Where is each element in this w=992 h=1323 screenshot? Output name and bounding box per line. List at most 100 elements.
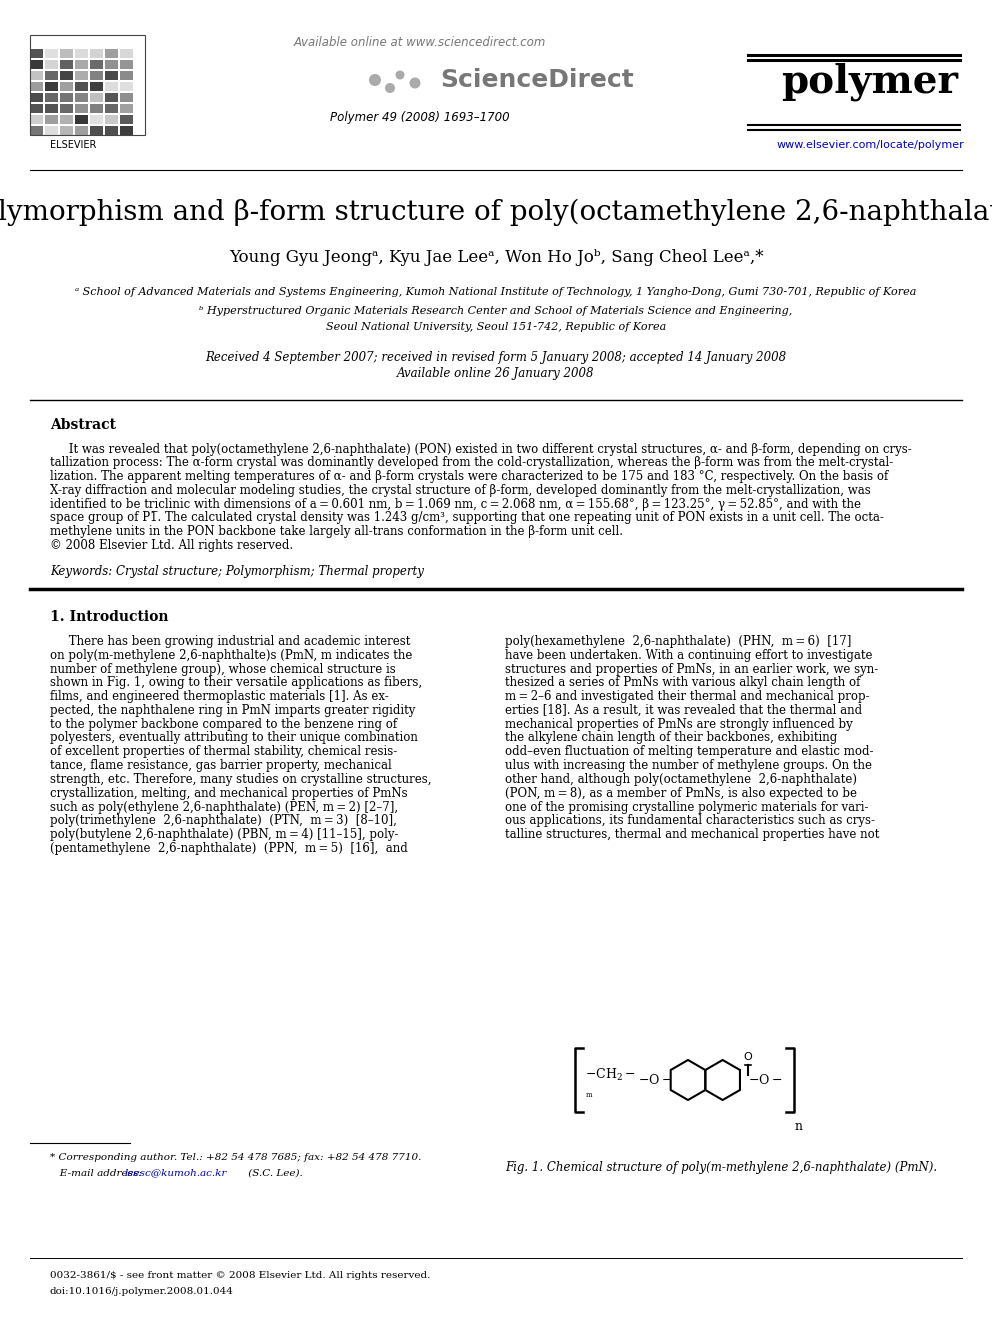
Text: strength, etc. Therefore, many studies on crystalline structures,: strength, etc. Therefore, many studies o… <box>50 773 432 786</box>
Text: such as poly(ethylene 2,6-naphthalate) (PEN, m = 2) [2–7],: such as poly(ethylene 2,6-naphthalate) (… <box>50 800 398 814</box>
Bar <box>30 115 43 124</box>
Text: There has been growing industrial and academic interest: There has been growing industrial and ac… <box>50 635 411 648</box>
Bar <box>120 105 133 112</box>
Circle shape <box>385 83 395 93</box>
Text: shown in Fig. 1, owing to their versatile applications as fibers,: shown in Fig. 1, owing to their versatil… <box>50 676 423 689</box>
Text: * Corresponding author. Tel.: +82 54 478 7685; fax: +82 54 478 7710.: * Corresponding author. Tel.: +82 54 478… <box>50 1154 422 1163</box>
Bar <box>45 71 58 79</box>
Text: Available online 26 January 2008: Available online 26 January 2008 <box>397 368 595 381</box>
Bar <box>105 71 118 79</box>
Text: doi:10.1016/j.polymer.2008.01.044: doi:10.1016/j.polymer.2008.01.044 <box>50 1287 234 1297</box>
Bar <box>45 105 58 112</box>
Bar <box>120 93 133 102</box>
Circle shape <box>396 70 405 79</box>
Text: Polymer 49 (2008) 1693–1700: Polymer 49 (2008) 1693–1700 <box>330 111 510 124</box>
Text: leesc@kumoh.ac.kr: leesc@kumoh.ac.kr <box>125 1168 227 1177</box>
Bar <box>60 82 73 91</box>
Text: the alkylene chain length of their backbones, exhibiting: the alkylene chain length of their backb… <box>505 732 837 745</box>
Bar <box>45 93 58 102</box>
Text: O: O <box>744 1052 752 1062</box>
Bar <box>30 82 43 91</box>
Text: to the polymer backbone compared to the benzene ring of: to the polymer backbone compared to the … <box>50 717 397 730</box>
Text: polyesters, eventually attributing to their unique combination: polyesters, eventually attributing to th… <box>50 732 418 745</box>
Text: ᵇ Hyperstructured Organic Materials Research Center and School of Materials Scie: ᵇ Hyperstructured Organic Materials Rese… <box>199 306 793 316</box>
Bar <box>45 49 58 58</box>
Bar <box>105 49 118 58</box>
Bar <box>105 60 118 69</box>
Bar <box>45 115 58 124</box>
Text: methylene units in the PON backbone take largely all-trans conformation in the β: methylene units in the PON backbone take… <box>50 525 623 538</box>
Bar <box>30 126 43 135</box>
Bar <box>60 49 73 58</box>
Text: ScienceDirect: ScienceDirect <box>440 67 634 93</box>
Text: of excellent properties of thermal stability, chemical resis-: of excellent properties of thermal stabi… <box>50 745 397 758</box>
Bar <box>75 60 88 69</box>
Bar <box>60 93 73 102</box>
Bar <box>120 60 133 69</box>
Text: tallization process: The α-form crystal was dominantly developed from the cold-c: tallization process: The α-form crystal … <box>50 456 893 470</box>
Bar <box>75 82 88 91</box>
Bar <box>105 115 118 124</box>
Bar <box>120 115 133 124</box>
Bar <box>45 60 58 69</box>
Bar <box>60 126 73 135</box>
Text: one of the promising crystalline polymeric materials for vari-: one of the promising crystalline polymer… <box>505 800 869 814</box>
Text: tance, flame resistance, gas barrier property, mechanical: tance, flame resistance, gas barrier pro… <box>50 759 392 773</box>
Text: films, and engineered thermoplastic materials [1]. As ex-: films, and engineered thermoplastic mate… <box>50 691 389 703</box>
Text: poly(butylene 2,6-naphthalate) (PBN, m = 4) [11–15], poly-: poly(butylene 2,6-naphthalate) (PBN, m =… <box>50 828 399 841</box>
Circle shape <box>410 78 421 89</box>
Text: Fig. 1. Chemical structure of poly(m-methylene 2,6-naphthalate) (PmN).: Fig. 1. Chemical structure of poly(m-met… <box>505 1162 937 1175</box>
Bar <box>90 93 103 102</box>
Bar <box>90 82 103 91</box>
Text: poly(hexamethylene  2,6-naphthalate)  (PHN,  m = 6)  [17]: poly(hexamethylene 2,6-naphthalate) (PHN… <box>505 635 851 648</box>
Text: (S.C. Lee).: (S.C. Lee). <box>245 1168 303 1177</box>
Bar <box>90 60 103 69</box>
Bar <box>105 93 118 102</box>
Bar <box>75 126 88 135</box>
Text: erties [18]. As a result, it was revealed that the thermal and: erties [18]. As a result, it was reveale… <box>505 704 862 717</box>
Text: © 2008 Elsevier Ltd. All rights reserved.: © 2008 Elsevier Ltd. All rights reserved… <box>50 538 293 552</box>
Text: mechanical properties of PmNs are strongly influenced by: mechanical properties of PmNs are strong… <box>505 717 853 730</box>
Text: (PON, m = 8), as a member of PmNs, is also expected to be: (PON, m = 8), as a member of PmNs, is al… <box>505 787 857 799</box>
Text: space group of P1̅. The calculated crystal density was 1.243 g/cm³, supporting t: space group of P1̅. The calculated cryst… <box>50 512 884 524</box>
Bar <box>120 126 133 135</box>
Text: pected, the naphthalene ring in PmN imparts greater rigidity: pected, the naphthalene ring in PmN impa… <box>50 704 416 717</box>
Text: $\mathregular{-O-}$: $\mathregular{-O-}$ <box>638 1073 673 1088</box>
Text: (pentamethylene  2,6-naphthalate)  (PPN,  m = 5)  [16],  and: (pentamethylene 2,6-naphthalate) (PPN, m… <box>50 841 408 855</box>
Bar <box>45 126 58 135</box>
Text: Keywords: Crystal structure; Polymorphism; Thermal property: Keywords: Crystal structure; Polymorphis… <box>50 565 424 578</box>
Bar <box>75 115 88 124</box>
Text: on poly(m-methylene 2,6-naphthalte)s (PmN, m indicates the: on poly(m-methylene 2,6-naphthalte)s (Pm… <box>50 648 413 662</box>
Text: Seoul National University, Seoul 151-742, Republic of Korea: Seoul National University, Seoul 151-742… <box>326 321 666 332</box>
Text: ELSEVIER: ELSEVIER <box>50 140 96 149</box>
Text: odd–even fluctuation of melting temperature and elastic mod-: odd–even fluctuation of melting temperat… <box>505 745 874 758</box>
Bar <box>75 49 88 58</box>
Text: Abstract: Abstract <box>50 418 116 433</box>
Bar <box>90 105 103 112</box>
Text: lization. The apparent melting temperatures of α- and β-form crystals were chara: lization. The apparent melting temperatu… <box>50 470 888 483</box>
Bar <box>75 71 88 79</box>
Bar <box>60 71 73 79</box>
Bar <box>90 115 103 124</box>
Text: identified to be triclinic with dimensions of a = 0.601 nm, b = 1.069 nm, c = 2.: identified to be triclinic with dimensio… <box>50 497 861 511</box>
Text: other hand, although poly(octamethylene  2,6-naphthalate): other hand, although poly(octamethylene … <box>505 773 857 786</box>
Text: Received 4 September 2007; received in revised form 5 January 2008; accepted 14 : Received 4 September 2007; received in r… <box>205 352 787 365</box>
Bar <box>75 105 88 112</box>
Text: Young Gyu Jeongᵃ, Kyu Jae Leeᵃ, Won Ho Joᵇ, Sang Cheol Leeᵃ,*: Young Gyu Jeongᵃ, Kyu Jae Leeᵃ, Won Ho J… <box>229 250 763 266</box>
Text: ous applications, its fundamental characteristics such as crys-: ous applications, its fundamental charac… <box>505 814 875 827</box>
Bar <box>30 71 43 79</box>
Bar <box>105 126 118 135</box>
Text: It was revealed that poly(octamethylene 2,6-naphthalate) (PON) existed in two di: It was revealed that poly(octamethylene … <box>50 442 912 455</box>
Bar <box>30 60 43 69</box>
Text: polymer: polymer <box>782 62 958 102</box>
Circle shape <box>369 74 381 86</box>
Bar <box>105 82 118 91</box>
Text: 1. Introduction: 1. Introduction <box>50 610 169 624</box>
Bar <box>120 49 133 58</box>
Text: ᵃ School of Advanced Materials and Systems Engineering, Kumoh National Institute: ᵃ School of Advanced Materials and Syste… <box>75 287 917 296</box>
Text: structures and properties of PmNs, in an earlier work, we syn-: structures and properties of PmNs, in an… <box>505 663 878 676</box>
Text: have been undertaken. With a continuing effort to investigate: have been undertaken. With a continuing … <box>505 648 873 662</box>
Text: poly(trimethylene  2,6-naphthalate)  (PTN,  m = 3)  [8–10],: poly(trimethylene 2,6-naphthalate) (PTN,… <box>50 814 397 827</box>
Bar <box>30 49 43 58</box>
Text: thesized a series of PmNs with various alkyl chain length of: thesized a series of PmNs with various a… <box>505 676 860 689</box>
